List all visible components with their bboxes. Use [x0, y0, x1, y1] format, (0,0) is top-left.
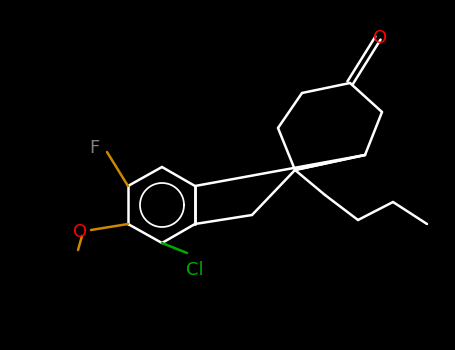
Text: O: O: [373, 29, 387, 47]
Text: Cl: Cl: [186, 261, 204, 279]
Text: F: F: [89, 139, 99, 157]
Text: O: O: [73, 223, 87, 241]
